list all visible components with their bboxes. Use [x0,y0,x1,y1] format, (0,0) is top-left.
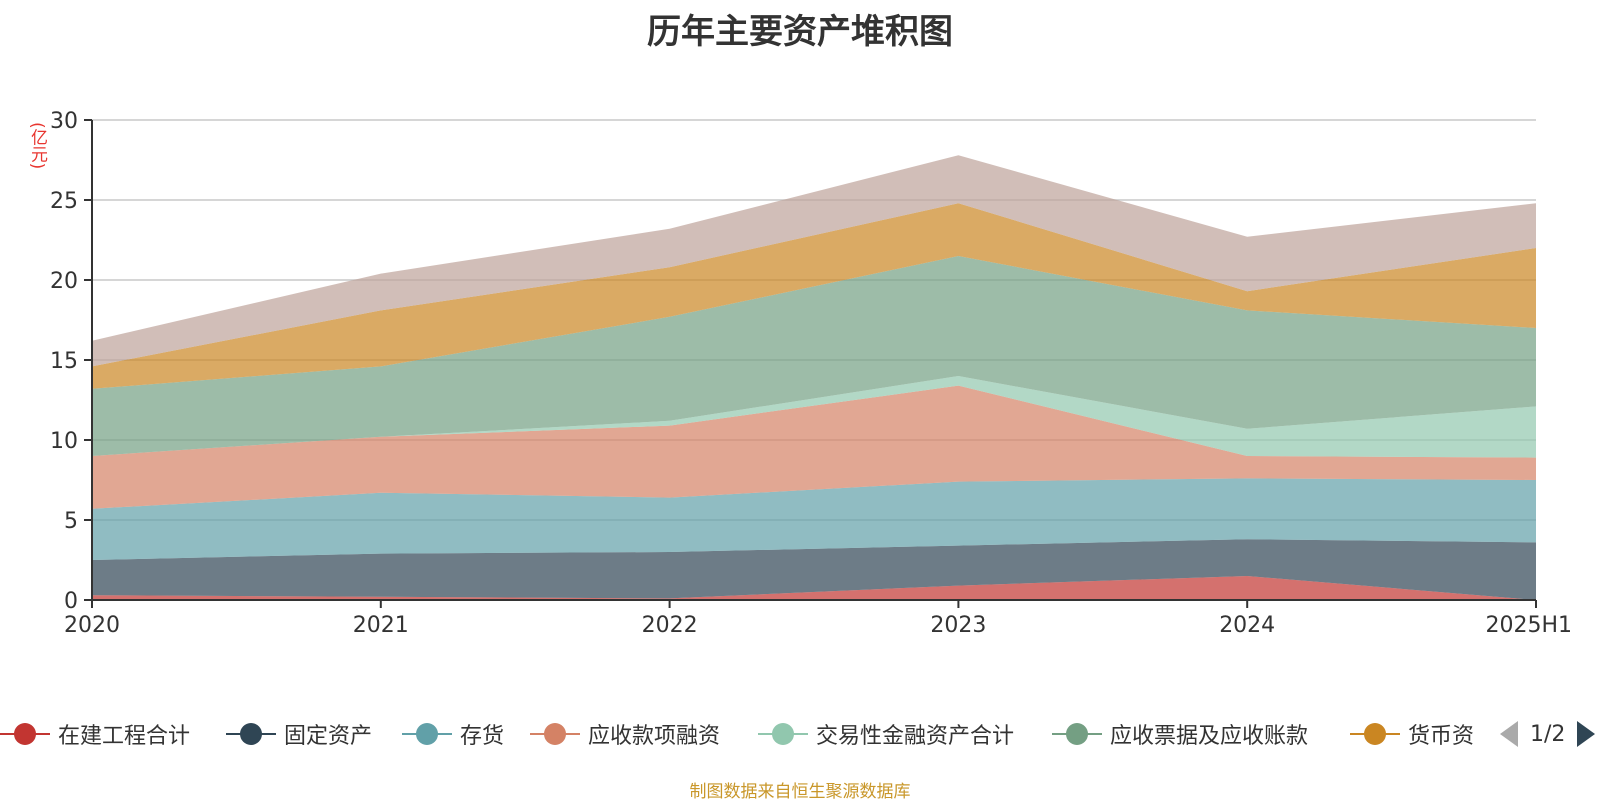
legend-marker-icon [758,718,808,750]
x-tick-label: 2024 [1219,613,1275,638]
y-tick-label: 25 [50,189,78,214]
legend-marker-icon [226,718,276,750]
x-tick-label: 2021 [353,613,409,638]
legend-label: 交易性金融资产合计 [816,724,1015,749]
legend-marker-icon [1052,718,1102,750]
legend-label: 应收款项融资 [588,724,721,749]
y-tick-label: 30 [50,109,78,134]
x-tick-label: 2020 [64,613,120,638]
legend-label: 存货 [460,724,505,749]
legend-item[interactable]: 在建工程合计 [0,718,190,750]
legend-item[interactable]: 固定资产 [226,718,372,750]
legend-page-indicator: 1/2 [1530,721,1566,747]
chart-title: 历年主要资产堆积图 [647,12,953,52]
legend-marker-icon [1350,718,1400,750]
legend-item[interactable]: 应收票据及应收账款 [1052,718,1308,750]
legend-item[interactable]: 存货 [402,718,504,750]
legend-marker-icon [0,718,50,750]
legend-label: 应收票据及应收账款 [1110,724,1309,749]
legend-label: 在建工程合计 [58,724,191,749]
y-tick-label: 15 [50,349,78,374]
legend-item[interactable]: 货币资 [1350,718,1474,750]
area-series-1 [92,539,1536,600]
legend-pager: 1/2 [1500,718,1596,750]
area-series-6 [92,203,1536,389]
x-tick-labels: 2020 2021 2022 2023 2024 2025H1 [64,613,1572,638]
x-tick-label: 2023 [930,613,986,638]
area-series-7 [92,155,1536,367]
axes [84,119,1537,608]
legend-item[interactable]: 应收款项融资 [530,718,720,750]
area-series-2 [92,478,1536,560]
legend-prev-page-icon[interactable] [1500,721,1518,747]
area-series-0 [92,576,1536,600]
y-tick-label: 5 [64,509,78,534]
legend-label: 货币资 [1408,724,1475,749]
legend-label: 固定资产 [284,724,373,749]
y-tick-labels: 0 5 10 15 20 25 30 [50,109,78,614]
data-source-note: 制图数据来自恒生聚源数据库 [689,782,911,802]
area-series [92,155,1536,600]
x-tick-label: 2022 [642,613,698,638]
area-series-3 [92,385,1536,509]
area-series-4 [92,376,1536,458]
legend-marker-icon [402,718,452,750]
legend-marker-icon [530,718,580,750]
x-tick-label: 2025H1 [1485,613,1572,638]
area-series-5 [92,256,1536,456]
y-axis-unit-label: (亿元) [27,122,47,170]
legend: 在建工程合计 固定资产 存货 应收款项融资 交易性金融资产合计 应收票据及应收账款 货币资 [0,718,1600,750]
stacked-area-chart: 0 5 10 15 20 25 30 2020 2021 2022 2023 2024 2025H1 [50,109,1572,638]
y-tick-label: 20 [50,269,78,294]
y-tick-label: 0 [64,589,78,614]
y-tick-label: 10 [50,429,78,454]
legend-next-page-icon[interactable] [1577,721,1596,747]
legend-item[interactable]: 交易性金融资产合计 [758,718,1014,750]
